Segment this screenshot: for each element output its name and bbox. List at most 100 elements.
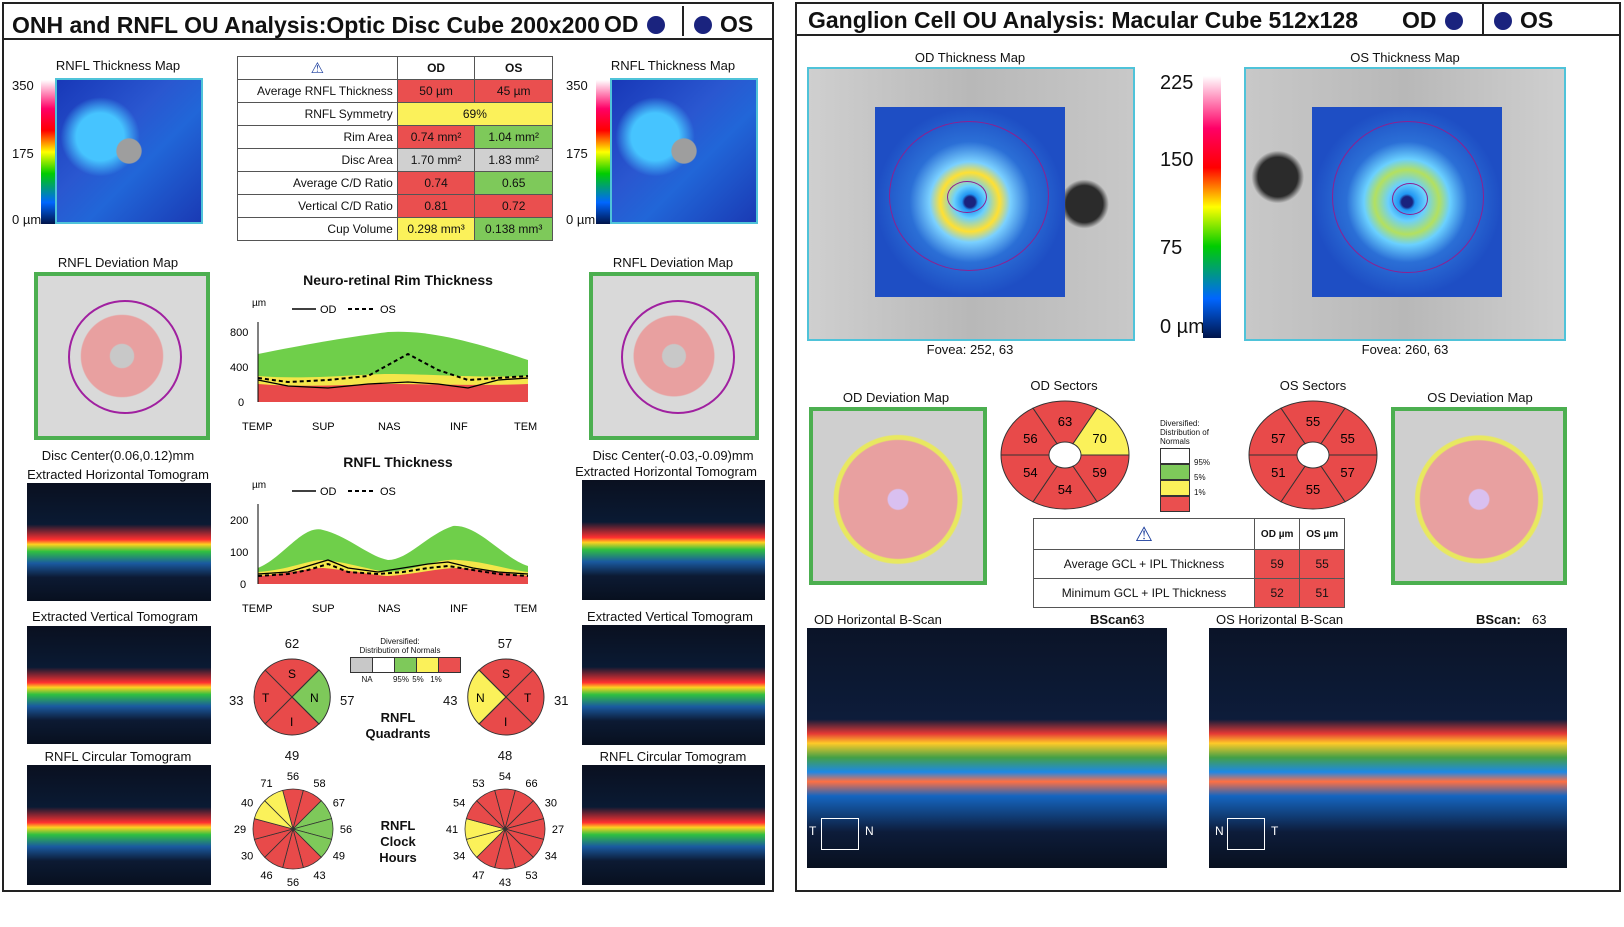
scan-circle [621,300,735,414]
clock-hour-value: 34 [453,851,465,863]
os-quadrant-chart: S N T I [467,658,545,736]
legend-od: OD [320,486,337,498]
os-sectors-title: OS Sectors [1279,378,1347,393]
clock-hour-value: 58 [313,778,325,790]
gcl-thickness-table: ⚠ OD µm OS µm Average GCL + IPL Thicknes… [1033,518,1345,608]
sector-slice [1248,407,1306,456]
od-value: 50 µm [396,79,476,103]
os-disc-center: Disc Center(-0.03,-0.09)mm [592,448,754,463]
legend-label: 95% [392,675,409,684]
legend-swatch-white [1160,448,1190,464]
os-value: 55 [1299,549,1345,579]
od-label: OD [1402,7,1437,33]
od-gcl-deviation-map[interactable] [809,407,987,585]
od-color-scale [41,80,55,224]
inner-ellipse [947,181,987,213]
os-macular-thickness-map[interactable] [1244,67,1566,341]
os-column-header: OS [474,56,553,80]
table-row: Average C/D Ratio 0.74 0.65 [237,171,553,195]
legend-swatch-yellow [1160,480,1190,496]
od-deviation-map-title: RNFL Deviation Map [57,255,179,270]
od-value: 1.70 mm² [396,148,476,172]
od-gcl-overlay [875,107,1065,297]
legend-title: Diversified: Distribution of Normals [1160,419,1209,446]
os-value: 51 [1299,578,1345,608]
legend-swatch-yellow [416,657,439,673]
sector-slice [1320,454,1378,503]
ytick: 100 [230,547,248,559]
clock-hour-value: 43 [313,870,325,882]
os-vertical-tomogram[interactable] [582,625,765,745]
onh-panel-title: ONH and RNFL OU Analysis:Optic Disc Cube… [12,12,600,38]
sector-value: 55 [1306,414,1320,429]
clock-hour-value: 30 [545,798,557,810]
sector-value: 57 [1271,431,1285,446]
od-rnfl-deviation-map[interactable] [34,272,210,440]
od-dot-icon [1444,11,1463,30]
od-h-tomo-title: Extracted Horizontal Tomogram [27,467,209,482]
orient-n: N [865,824,874,838]
os-value: 0.72 [474,194,553,218]
os-quad-bottom: 48 [497,748,513,763]
clock-hour-value: 53 [525,870,537,882]
ytick: 800 [230,327,248,339]
table-row: Rim Area 0.74 mm² 1.04 mm² [237,125,553,149]
scale-150: 150 [1160,149,1194,171]
od-value: 0.74 mm² [396,125,476,149]
row-label: RNFL Symmetry [237,102,398,126]
orient-t: T [809,824,817,838]
sector-slice [1032,400,1098,445]
sector-value: 57 [1340,465,1354,480]
os-thickness-map-title: OS Thickness Map [1350,50,1460,65]
clock-title-3: Hours [379,850,417,865]
os-horizontal-tomogram[interactable] [582,480,765,600]
warning-icon: ⚠ [237,56,398,80]
od-horizontal-tomogram[interactable] [27,483,211,601]
od-deviation-title: OD Deviation Map [842,390,950,405]
od-bscan-value: 63 [1130,612,1145,627]
od-v-tomo-title: Extracted Vertical Tomogram [32,609,198,624]
od-circular-tomogram[interactable] [27,765,211,885]
os-sectors-chart: 55 55 57 55 51 57 [1248,400,1378,510]
od-rnfl-thickness-map[interactable] [55,78,203,224]
os-dot-icon [1494,11,1512,30]
xtick: INF [450,603,468,614]
xtick: INF [450,421,468,432]
od-dot-icon [646,15,665,34]
os-gcl-deviation-map[interactable] [1391,407,1567,585]
xtick: TEMP [242,603,273,614]
os-bscan-label: BScan: [1476,612,1521,627]
table-row: Cup Volume 0.298 mm³ 0.138 mm³ [237,217,553,241]
table-row: Minimum GCL + IPL Thickness 52 51 [1033,578,1345,608]
quad-n: N [310,691,319,705]
sector-slice [1072,454,1130,503]
rnfl-thickness-chart: µm OD OS 200 100 0 TEMP SUP NAS INF TEMP [230,480,538,614]
os-label: OS [1520,7,1554,33]
os-horizontal-bscan[interactable]: N T [1209,628,1567,868]
fovea-os: Fovea: 260, 63 [1361,342,1449,357]
sector-value: 59 [1092,465,1106,480]
table-row: Average GCL + IPL Thickness 59 55 [1033,549,1345,579]
xtick: TEMP [514,421,538,432]
fovea-od: Fovea: 252, 63 [926,342,1014,357]
legend-label: 1% [430,675,442,684]
clock-hour-value: 30 [241,851,253,863]
os-rnfl-deviation-map[interactable] [589,272,759,440]
os-rnfl-thickness-map[interactable] [610,78,758,224]
clock-hour-value: 67 [333,798,345,810]
od-horizontal-bscan[interactable]: T N [807,628,1167,868]
od-value: 52 [1253,578,1301,608]
os-quadrant-nasal [467,669,507,725]
od-disc-center: Disc Center(0.06,0.12)mm [41,448,195,463]
os-quad-left: 43 [443,693,458,708]
legend-swatch-white [372,657,395,673]
os-circular-tomogram[interactable] [582,765,765,885]
od-vertical-tomogram[interactable] [27,626,211,744]
clock-hour-value: 27 [552,824,564,836]
os-quad-top: 57 [497,636,513,651]
table-row: Average RNFL Thickness 50 µm 45 µm [237,79,553,103]
os-color-scale [596,80,610,224]
row-label: Average GCL + IPL Thickness [1033,549,1255,579]
od-macular-thickness-map[interactable] [807,67,1135,341]
quad-t: T [262,691,270,705]
